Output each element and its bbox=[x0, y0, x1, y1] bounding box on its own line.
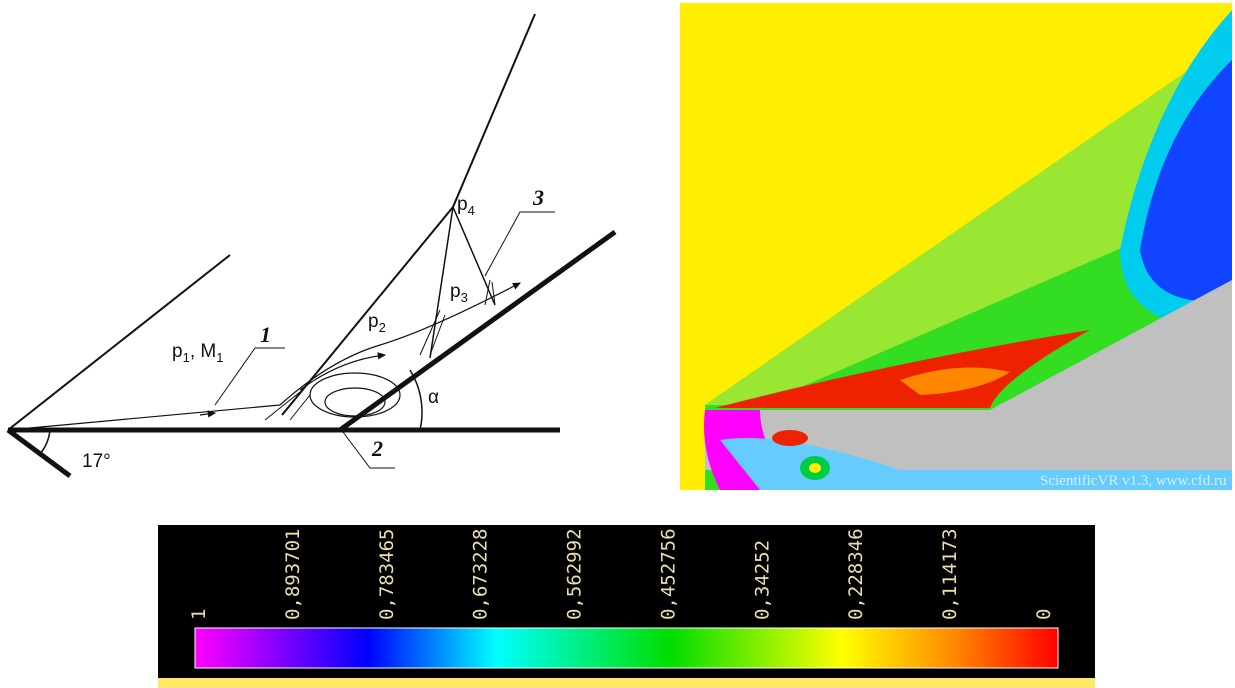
label: 2 bbox=[371, 436, 383, 461]
cfd-image: ScientificVR v1.3, www.cfd.ru bbox=[680, 3, 1232, 490]
label-text: , M bbox=[190, 341, 216, 362]
subscript: 2 bbox=[379, 320, 386, 335]
subscript: 1 bbox=[216, 350, 223, 365]
colorbar-label: 0,562992 bbox=[564, 528, 586, 620]
watermark: ScientificVR v1.3, www.cfd.ru bbox=[1040, 473, 1227, 489]
subscript: 3 bbox=[461, 290, 468, 305]
colorbar-label: 0,452756 bbox=[657, 528, 679, 620]
label: p1, M1 bbox=[172, 341, 223, 365]
colorbar-label: 1 bbox=[188, 609, 210, 620]
label-text: p bbox=[450, 281, 461, 302]
label: 3 bbox=[532, 185, 544, 210]
label-text: p bbox=[172, 341, 183, 362]
schematic bbox=[8, 14, 615, 476]
label-text: 1 bbox=[260, 322, 271, 347]
colorbar-label: 0,228346 bbox=[845, 528, 867, 620]
label: p3 bbox=[450, 281, 468, 305]
subscript: 1 bbox=[183, 350, 190, 365]
label-text: 2 bbox=[371, 436, 383, 461]
label-text: p bbox=[457, 194, 468, 215]
label: p4 bbox=[457, 194, 475, 218]
colorbar: 1 0,893701 0,783465 0,673228 0,562992 0,45275… bbox=[158, 525, 1095, 688]
colorbar-label: 0,673228 bbox=[470, 528, 492, 620]
label: α bbox=[428, 387, 439, 408]
label: 17° bbox=[82, 451, 111, 472]
colorbar-label: 0,114173 bbox=[939, 528, 961, 620]
colorbar-label: 0 bbox=[1033, 609, 1055, 620]
label: 1 bbox=[260, 322, 271, 347]
label-text: 3 bbox=[532, 185, 544, 210]
colorbar-label: 0,783465 bbox=[376, 528, 398, 620]
subscript: 4 bbox=[468, 203, 475, 218]
figure: p1, M11p2p3p43α217° ScientificVR v1.3, w… bbox=[0, 0, 1235, 688]
label-text: α bbox=[428, 387, 439, 408]
label-text: 17° bbox=[82, 451, 111, 472]
label-text: p bbox=[368, 311, 379, 332]
colorbar-label: 0,893701 bbox=[282, 528, 304, 620]
colorbar-label: 0,34252 bbox=[751, 540, 773, 620]
label: p2 bbox=[368, 311, 386, 335]
